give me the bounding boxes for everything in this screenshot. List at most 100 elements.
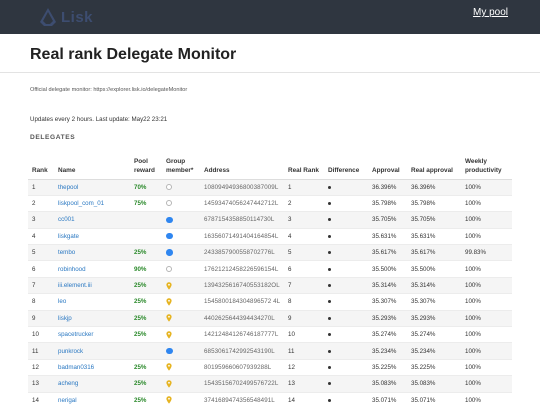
col-header-real-approval[interactable]: Real approval (407, 148, 461, 180)
cell-pool-reward: 90% (130, 260, 162, 278)
cell-delegate-name-link[interactable]: iii.element.iii (54, 277, 130, 295)
cell-real-approval: 35.314% (407, 277, 461, 295)
neutral-dot-icon (328, 365, 331, 369)
cell-pool-reward: 75% (130, 195, 162, 213)
cell-group-member (162, 359, 200, 377)
col-header-weekly-productivity[interactable]: Weekly productivity (461, 148, 512, 180)
cell-address: 17621212458226596154L (200, 260, 284, 278)
cell-approval: 35.293% (368, 310, 407, 328)
cell-real-approval: 35.307% (407, 293, 461, 311)
table-row: 1 thepool 70% 10809494936800387009L 1 36.396%… (28, 179, 512, 196)
table-row: 13 acheng 25% 15435156702499576722L 13 35.083… (28, 375, 512, 393)
cell-weekly-productivity: 100% (461, 342, 512, 360)
my-pool-link[interactable]: My pool (472, 7, 508, 18)
location-pin-icon (166, 281, 172, 290)
col-header-rank[interactable]: Rank (28, 148, 54, 180)
col-header-difference[interactable]: Difference (324, 148, 368, 180)
col-header-group-member[interactable]: Group member* (162, 148, 200, 180)
cell-delegate-name-link[interactable]: tembo (54, 244, 130, 262)
cell-real-approval: 35.225% (407, 359, 461, 377)
cell-real-rank: 7 (284, 277, 324, 295)
cell-group-member (162, 293, 200, 311)
blue-dot-icon (166, 232, 173, 240)
cell-delegate-name-link[interactable]: liskpool_com_01 (54, 195, 130, 213)
cell-delegate-name-link[interactable]: punkrock (54, 342, 130, 360)
cell-real-rank: 14 (284, 392, 324, 405)
col-header-address[interactable]: Address (200, 148, 284, 180)
cell-rank: 11 (28, 342, 54, 360)
cell-real-approval: 35.631% (407, 228, 461, 246)
cell-approval: 35.617% (368, 244, 407, 262)
update-info: Updates every 2 hours. Last update: May2… (30, 116, 168, 123)
brand-logo-link[interactable]: Lisk (38, 6, 93, 28)
col-header-approval[interactable]: Approval (368, 148, 407, 180)
empty-circle-icon (166, 200, 172, 207)
cell-real-rank: 8 (284, 293, 324, 311)
blue-dot-icon (166, 249, 173, 256)
neutral-dot-icon (328, 316, 331, 320)
cell-address: 4402625644394434270L (200, 310, 284, 328)
cell-difference (324, 211, 368, 229)
cell-real-approval: 35.798% (407, 195, 461, 213)
cell-difference (324, 392, 368, 405)
cell-real-rank: 12 (284, 359, 324, 377)
cell-delegate-name-link[interactable]: cc001 (54, 211, 130, 229)
neutral-dot-icon (328, 185, 331, 189)
cell-group-member (162, 277, 200, 295)
section-label-delegates: DELEGATES (30, 134, 76, 141)
cell-delegate-name-link[interactable]: nerigal (54, 392, 130, 405)
cell-rank: 10 (28, 326, 54, 344)
cell-group-member (162, 244, 200, 262)
cell-pool-reward: 25% (130, 293, 162, 311)
cell-pool-reward (130, 228, 162, 246)
table-row: 14 nerigal 25% 3741689474356548491L 14 35.071… (28, 392, 512, 405)
cell-difference (324, 195, 368, 213)
cell-delegate-name-link[interactable]: liskjp (54, 310, 130, 328)
col-header-pool-reward[interactable]: Pool reward (130, 148, 162, 180)
table-row: 4 liskgate 16356071491404164854L 4 35.631% 35… (28, 228, 512, 246)
cell-approval: 36.396% (368, 179, 407, 196)
neutral-dot-icon (328, 398, 331, 402)
cell-delegate-name-link[interactable]: robinhood (54, 260, 130, 278)
cell-rank: 5 (28, 244, 54, 262)
cell-address: 1545800184304896572 4L (200, 293, 284, 311)
cell-real-rank: 1 (284, 179, 324, 196)
cell-real-rank: 11 (284, 342, 324, 360)
cell-delegate-name-link[interactable]: leo (54, 293, 130, 311)
neutral-dot-icon (328, 218, 331, 222)
cell-group-member (162, 179, 200, 196)
cell-delegate-name-link[interactable]: thepool (54, 179, 130, 196)
cell-approval: 35.705% (368, 211, 407, 229)
cell-address: 6853061742992543190L (200, 342, 284, 360)
cell-pool-reward (130, 211, 162, 229)
cell-real-rank: 4 (284, 228, 324, 246)
neutral-dot-icon (328, 234, 331, 238)
cell-difference (324, 326, 368, 344)
cell-delegate-name-link[interactable]: spacetrucker (54, 326, 130, 344)
neutral-dot-icon (328, 349, 331, 353)
cell-weekly-productivity: 100% (461, 179, 512, 196)
col-header-name[interactable]: Name (54, 148, 130, 180)
cell-group-member (162, 375, 200, 393)
cell-approval: 35.631% (368, 228, 407, 246)
cell-rank: 4 (28, 228, 54, 246)
cell-weekly-productivity: 100% (461, 310, 512, 328)
cell-address: 2433857900558702776L (200, 244, 284, 262)
cell-group-member (162, 195, 200, 213)
cell-delegate-name-link[interactable]: badman0316 (54, 359, 130, 377)
cell-group-member (162, 326, 200, 344)
neutral-dot-icon (328, 300, 331, 304)
col-header-real-rank[interactable]: Real Rank (284, 148, 324, 180)
table-row: 12 badman0316 25% 801959660607939288L 12 35.2… (28, 359, 512, 377)
cell-pool-reward: 25% (130, 392, 162, 405)
cell-real-rank: 9 (284, 310, 324, 328)
page-title: Real rank Delegate Monitor (30, 46, 237, 63)
cell-delegate-name-link[interactable]: acheng (54, 375, 130, 393)
cell-rank: 3 (28, 211, 54, 229)
cell-real-rank: 6 (284, 260, 324, 278)
top-navbar: Lisk My pool (0, 0, 540, 34)
neutral-dot-icon (328, 251, 331, 255)
neutral-dot-icon (328, 284, 331, 288)
cell-delegate-name-link[interactable]: liskgate (54, 228, 130, 246)
cell-rank: 2 (28, 195, 54, 213)
